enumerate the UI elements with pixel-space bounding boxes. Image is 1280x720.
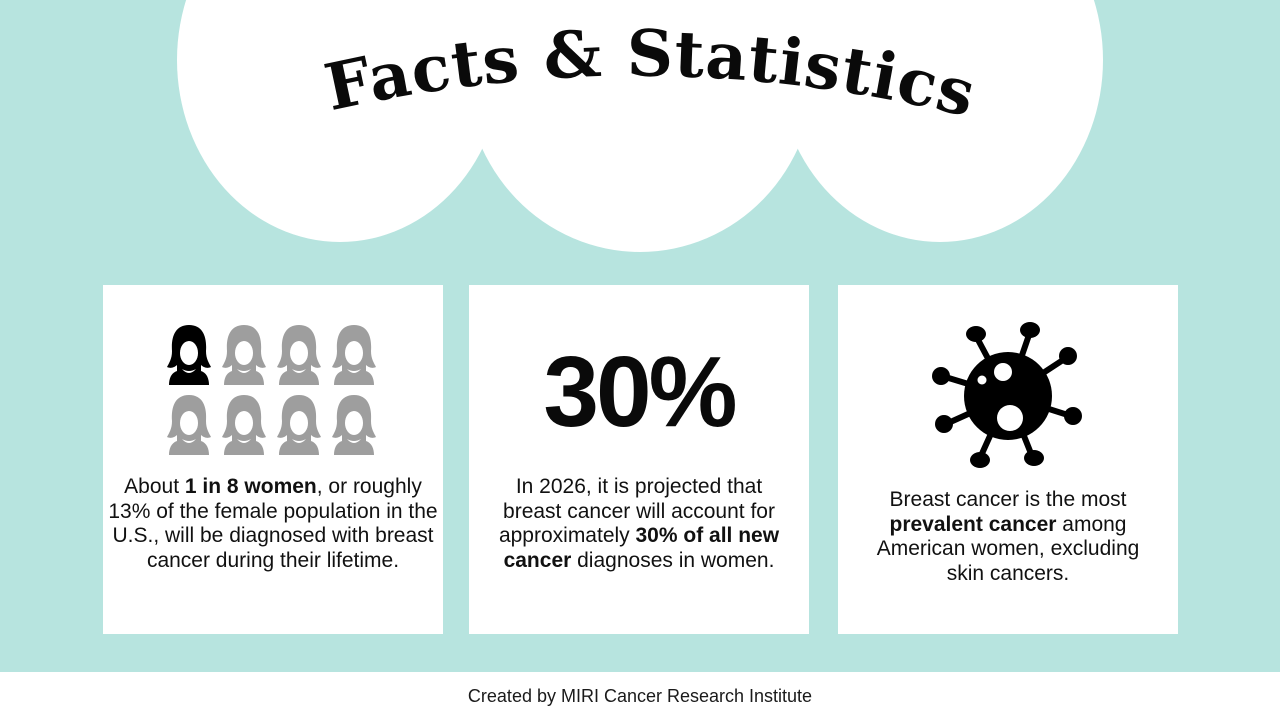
stat-description: Breast cancer is the most prevalent canc… <box>876 488 1140 585</box>
stat-card-thirty-percent: 30% In 2026, it is projected that breast… <box>469 285 809 634</box>
stat-highlight: 1 in 8 women <box>184 475 317 498</box>
women-pictogram-icon <box>165 323 385 455</box>
cloud-banner <box>177 0 1103 252</box>
woman-icon <box>332 325 376 385</box>
footer-credit: Created by MIRI Cancer Research Institut… <box>0 672 1280 720</box>
stat-description: In 2026, it is projected that breast can… <box>498 475 780 572</box>
woman-icon <box>277 395 321 455</box>
stat-description: About 1 in 8 women, or roughly 13% of th… <box>108 475 438 572</box>
title-text: Facts & Statistics <box>319 17 982 133</box>
big-stat-value: 30% <box>543 336 737 448</box>
stat-card-one-in-eight: About 1 in 8 women, or roughly 13% of th… <box>103 285 443 634</box>
woman-highlighted-icon <box>167 325 211 385</box>
stat-highlight: 30% of all new cancer <box>503 524 780 572</box>
page-title: Facts & Statistics <box>0 0 1280 260</box>
woman-icon <box>222 325 266 385</box>
svg-text:Facts & Statistics: Facts & Statistics <box>319 17 983 133</box>
stat-highlight: prevalent cancer <box>889 512 1057 536</box>
stat-card-prevalent-cancer: Breast cancer is the most prevalent canc… <box>838 285 1178 634</box>
woman-icon <box>222 395 266 455</box>
woman-icon <box>277 325 321 385</box>
virus-icon <box>932 322 1082 468</box>
woman-icon <box>167 395 211 455</box>
woman-icon <box>332 395 376 455</box>
